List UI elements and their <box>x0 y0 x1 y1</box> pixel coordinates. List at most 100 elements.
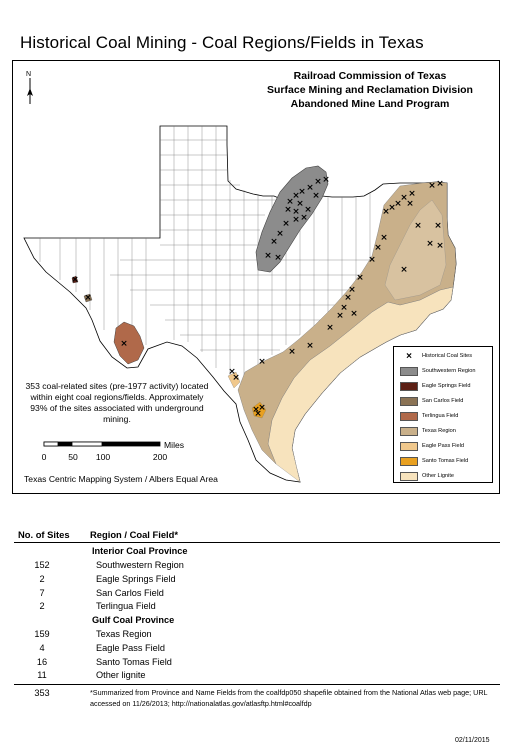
svg-text:×: × <box>71 275 79 285</box>
table-row: 2 Eagle Springs Field <box>39 574 176 584</box>
svg-text:×: × <box>254 409 262 419</box>
svg-text:×: × <box>286 197 294 207</box>
san-carlos-field <box>83 293 93 303</box>
svg-text:×: × <box>288 347 296 357</box>
svg-text:×: × <box>270 237 278 247</box>
svg-text:×: × <box>400 265 408 275</box>
svg-text:×: × <box>350 309 358 319</box>
swatch-eagle-springs <box>400 381 418 391</box>
province-interior: Interior Coal Province <box>92 546 188 556</box>
svg-text:×: × <box>300 213 308 223</box>
svg-text:×: × <box>284 205 292 215</box>
legend-item-santo-tomas: Santo Tomas Field <box>400 455 468 467</box>
map-frame <box>12 60 500 494</box>
table-row: 7 San Carlos Field <box>39 588 164 598</box>
legend-item-eagle-pass: Eagle Pass Field <box>400 440 464 452</box>
svg-text:×: × <box>388 203 396 213</box>
svg-text:×: × <box>414 221 422 231</box>
legend-item-southwestern: Southwestern Region <box>400 365 476 377</box>
page-title: Historical Coal Mining - Coal Regions/Fi… <box>20 33 424 52</box>
svg-text:×: × <box>304 205 312 215</box>
map-date: 02/11/2015 <box>455 737 490 744</box>
svg-text:×: × <box>274 253 282 263</box>
coal-site-markers: ×××× × ××× ×××× ×××× ×× × ××× ×××× ×××× × ×… <box>71 175 444 419</box>
total-sites: 353 <box>34 688 50 698</box>
agency-block: Railroad Commission of Texas Surface Min… <box>262 69 478 111</box>
legend-item-eagle-springs: Eagle Springs Field <box>400 380 471 392</box>
table-header: No. of Sites Region / Coal Field* <box>14 528 500 543</box>
svg-text:×: × <box>406 199 414 209</box>
svg-text:×: × <box>84 293 92 303</box>
svg-text:×: × <box>400 193 408 203</box>
agency-line-2: Surface Mining and Reclamation Division <box>267 84 473 96</box>
terlingua-field <box>113 321 145 365</box>
svg-text:×: × <box>322 175 330 185</box>
legend-item-san-carlos: San Carlos Field <box>400 395 463 407</box>
svg-text:×: × <box>296 199 304 209</box>
svg-text:×: × <box>436 179 444 189</box>
province-gulf: Gulf Coal Province <box>92 615 175 625</box>
svg-text:×: × <box>298 187 306 197</box>
svg-text:×: × <box>434 221 442 231</box>
svg-text:×: × <box>258 403 266 413</box>
table-row: 152 Southwestern Region <box>34 560 184 570</box>
svg-text:×: × <box>408 189 416 199</box>
agency-line-1: Railroad Commission of Texas <box>293 70 447 82</box>
swatch-eagle-pass <box>400 441 418 451</box>
svg-text:×: × <box>374 243 382 253</box>
north-label: N <box>26 71 31 78</box>
legend-item-other-lignite: Other Lignite <box>400 470 454 482</box>
svg-text:×: × <box>382 207 390 217</box>
svg-text:×: × <box>292 215 300 225</box>
total-divider <box>14 684 500 685</box>
svg-text:×: × <box>292 191 300 201</box>
swatch-southwestern <box>400 366 418 376</box>
svg-text:×: × <box>282 219 290 229</box>
scale-tick-0: 0 <box>42 452 47 462</box>
santo-tomas-field <box>251 401 267 419</box>
swatch-santo-tomas <box>400 456 418 466</box>
table-row: 159 Texas Region <box>34 629 152 639</box>
map-legend: × Historical Coal Sites Southwestern Reg… <box>393 346 493 483</box>
svg-text:×: × <box>348 285 356 295</box>
svg-text:×: × <box>426 239 434 249</box>
svg-text:×: × <box>276 229 284 239</box>
legend-item-texas-region: Texas Region <box>400 425 456 437</box>
scale-tick-200: 200 <box>153 452 168 462</box>
svg-text:×: × <box>292 207 300 217</box>
svg-text:×: × <box>326 323 334 333</box>
svg-text:×: × <box>428 181 436 191</box>
table-row: 2 Terlingua Field <box>39 601 156 611</box>
col-region-header: Region / Coal Field* <box>90 529 179 540</box>
projection-label: Texas Centric Mapping System / Albers Eq… <box>24 474 218 484</box>
eagle-springs-field <box>71 275 79 284</box>
svg-text:×: × <box>368 255 376 265</box>
svg-text:×: × <box>120 339 128 349</box>
svg-text:×: × <box>252 405 260 415</box>
svg-text:×: × <box>344 293 352 303</box>
svg-text:×: × <box>314 177 322 187</box>
legend-item-terlingua: Terlingua Field <box>400 410 458 422</box>
scale-tick-50: 50 <box>68 452 78 462</box>
legend-item-coal-sites: × Historical Coal Sites <box>400 350 472 362</box>
swatch-other-lignite <box>400 471 418 481</box>
x-marker-icon: × <box>406 350 412 362</box>
sites-note: 353 coal-related sites (pre-1977 activit… <box>25 381 209 424</box>
svg-text:×: × <box>394 199 402 209</box>
svg-text:×: × <box>340 303 348 313</box>
svg-text:×: × <box>232 373 240 383</box>
table-row: 4 Eagle Pass Field <box>39 643 165 653</box>
southwestern-region <box>255 165 329 273</box>
svg-text:×: × <box>306 341 314 351</box>
svg-text:×: × <box>380 233 388 243</box>
table-row: 11 Other lignite <box>37 670 146 680</box>
svg-text:×: × <box>258 357 266 367</box>
col-sites-header: No. of Sites <box>18 529 70 540</box>
svg-text:×: × <box>356 273 364 283</box>
swatch-san-carlos <box>400 396 418 406</box>
svg-text:×: × <box>306 183 314 193</box>
svg-text:×: × <box>336 311 344 321</box>
scale-bar <box>43 441 161 447</box>
table-footnote: *Summarized from Province and Name Field… <box>90 688 488 708</box>
